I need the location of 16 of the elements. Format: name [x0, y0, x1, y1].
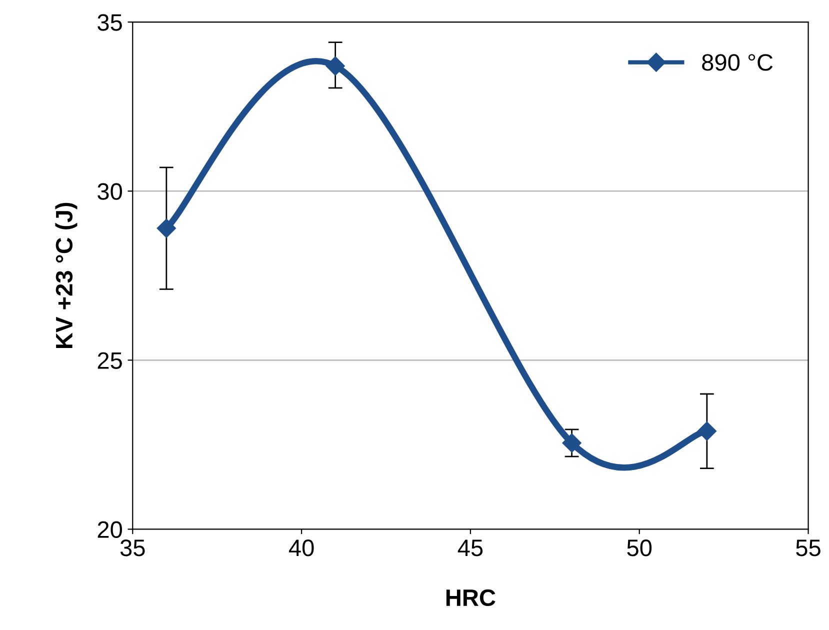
x-axis-title: HRC — [446, 589, 496, 606]
legend-label: 890 °C — [702, 54, 773, 71]
y-tick-label: 25 — [98, 352, 122, 369]
point — [156, 218, 176, 238]
point — [562, 433, 582, 453]
point — [326, 56, 345, 76]
x-tick-label: 45 — [458, 540, 483, 556]
y-axis-title: KV +23 °C (J) — [55, 202, 78, 348]
point — [697, 422, 716, 441]
y-tick-label: 20 — [98, 521, 122, 538]
x-tick-label: 40 — [288, 540, 314, 556]
x-tick-label: 35 — [120, 540, 145, 556]
y-tick-label: 30 — [98, 183, 122, 200]
x-tick-label: 50 — [627, 540, 652, 556]
y-tick-label: 35 — [98, 14, 122, 31]
x-tick-label: 55 — [796, 540, 820, 556]
